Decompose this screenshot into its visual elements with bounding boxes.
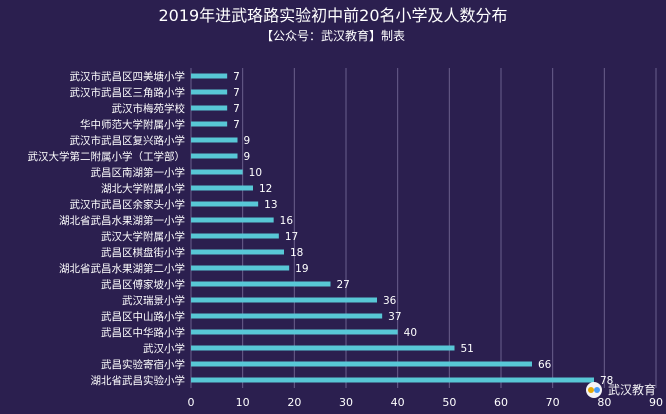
chart-subtitle: 【公众号：武汉教育】制表: [260, 29, 405, 43]
bar: [191, 313, 383, 319]
bar: [191, 345, 455, 351]
bar: [191, 265, 290, 271]
x-tick-label: 20: [287, 396, 301, 409]
x-tick-label: 80: [597, 396, 611, 409]
category-label: 武汉小学: [143, 342, 185, 355]
category-label: 武昌实验寄宿小学: [101, 358, 185, 371]
bar: [191, 281, 331, 287]
bar: [191, 89, 228, 95]
bar: [191, 249, 284, 255]
category-label: 武汉市武昌区四美塘小学: [70, 70, 186, 83]
category-labels: 武汉市武昌区四美塘小学武汉市武昌区三角路小学武汉市梅苑学校华中师范大学附属小学武…: [28, 70, 186, 387]
x-tick-label: 70: [546, 396, 560, 409]
value-label: 9: [244, 151, 251, 163]
value-label: 10: [249, 167, 262, 179]
value-label: 9: [244, 135, 251, 147]
bar: [191, 377, 594, 383]
wechat-logo-icon: [585, 382, 602, 398]
bar: [191, 361, 532, 367]
bar: [191, 185, 253, 191]
value-label: 7: [233, 119, 240, 131]
value-label: 40: [404, 327, 417, 339]
category-label: 武汉大学附属小学: [101, 230, 185, 243]
bars: [191, 73, 594, 383]
value-label: 78: [600, 375, 613, 387]
bar: [191, 73, 228, 79]
watermark: 武汉教育: [585, 382, 656, 398]
category-label: 湖北大学附属小学: [101, 182, 185, 195]
x-tick-label: 60: [494, 396, 508, 409]
bar: [191, 329, 398, 335]
x-tick-label: 10: [236, 396, 250, 409]
bar: [191, 233, 279, 239]
value-label: 37: [388, 311, 401, 323]
bar: [191, 137, 238, 143]
category-label: 武汉大学第二附属小学（工学部）: [28, 150, 186, 163]
value-label: 17: [285, 231, 298, 243]
category-label: 武昌区南湖第一小学: [91, 166, 186, 179]
category-label: 湖北省武昌水果湖第一小学: [59, 214, 185, 227]
value-label: 51: [461, 343, 474, 355]
chart-title: 2019年进武珞路实验初中前20名小学及人数分布: [158, 6, 508, 25]
category-label: 武昌区棋盘街小学: [101, 246, 185, 259]
value-label: 16: [280, 215, 294, 227]
bar: [191, 169, 243, 175]
x-tick-label: 90: [649, 396, 663, 409]
category-label: 武昌区中山路小学: [101, 310, 185, 323]
category-label: 武汉市武昌区余家头小学: [70, 198, 186, 211]
x-tick-label: 30: [339, 396, 353, 409]
value-label: 66: [538, 359, 552, 371]
bar: [191, 217, 274, 223]
category-label: 武汉瑞景小学: [122, 294, 185, 307]
bar: [191, 297, 377, 303]
value-label: 7: [233, 71, 240, 83]
bar: [191, 201, 259, 207]
value-label: 13: [264, 199, 277, 211]
x-tick-label: 50: [442, 396, 456, 409]
value-label: 19: [295, 263, 308, 275]
value-label: 36: [383, 295, 397, 307]
bar: [191, 153, 238, 159]
grid-lines: [190, 68, 657, 388]
x-tick-label: 0: [188, 396, 195, 409]
category-label: 湖北省武昌实验小学: [91, 374, 186, 387]
value-label: 7: [233, 87, 240, 99]
category-label: 华中师范大学附属小学: [80, 118, 185, 131]
x-axis-ticks: 0 10 20 30 40 50 60 70 80 90: [188, 396, 664, 409]
value-label: 12: [259, 183, 272, 195]
bar: [191, 105, 228, 111]
category-label: 武汉市武昌区三角路小学: [70, 86, 186, 99]
category-label: 武昌区中华路小学: [101, 326, 185, 339]
watermark-text: 武汉教育: [607, 383, 656, 397]
value-label: 18: [290, 247, 303, 259]
category-label: 武汉市梅苑学校: [112, 102, 186, 115]
bar: [191, 121, 228, 127]
value-label: 27: [337, 279, 350, 291]
category-label: 武汉市武昌区复兴路小学: [70, 134, 186, 147]
value-label: 7: [233, 103, 240, 115]
category-label: 武昌区傅家坡小学: [101, 278, 185, 291]
x-tick-label: 40: [391, 396, 405, 409]
category-label: 湖北省武昌水果湖第二小学: [59, 262, 185, 275]
